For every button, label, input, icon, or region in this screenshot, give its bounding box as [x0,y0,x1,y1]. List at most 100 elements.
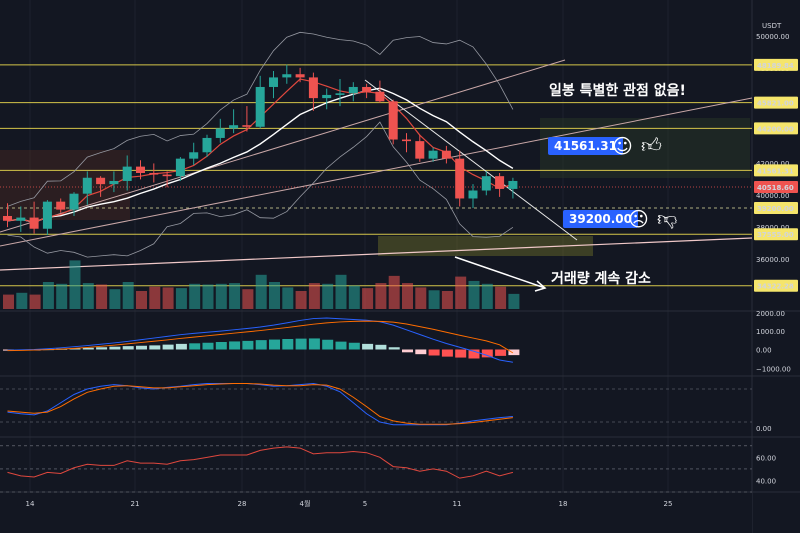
trendline-down [364,79,578,241]
volume-bar [415,287,427,309]
volume-bar [295,291,307,309]
stoch-k-line [7,382,513,426]
daily-note: 일봉 특별한 관점 없음! [549,83,686,99]
candle-body [69,193,79,210]
candle-body [455,158,465,199]
macd-histogram-bar [295,338,307,350]
volume-bar [388,275,400,309]
macd-line [7,317,513,363]
level-tag-bg [754,58,798,71]
volume-bar [3,294,14,309]
volume-bar [348,285,360,309]
macd-histogram-bar [82,347,94,350]
volume-bar [362,288,374,309]
macd-histogram-bar [189,343,201,350]
macd-axis-label: 1000.00 [756,328,785,336]
volume-bar [455,276,467,309]
volume-bar [42,282,54,309]
candle-body [308,77,318,99]
macd-histogram-bar [402,349,413,353]
macd-histogram-bar [495,349,507,356]
candle-body [29,217,39,229]
macd-histogram-bar [96,347,108,350]
volume-bar [441,291,453,309]
macd-histogram-bar [362,343,374,350]
trendline-upper [0,59,566,233]
candle-body [82,177,92,194]
time-axis-bg [0,493,752,533]
level-tag-label: 39200.00 [757,205,794,213]
time-tick-label: 25 [664,500,673,508]
level-tag-bg [754,202,798,215]
candle-body [402,139,411,142]
volume-arrow [454,256,546,289]
macd-histogram-bar [202,342,214,350]
macd-histogram-bar [508,349,520,356]
candle-body [322,94,332,99]
volume-bar [335,274,347,309]
volume-bar [269,282,280,309]
candle-body [348,86,358,94]
macd-axis-label: 0.00 [756,347,772,355]
candle-body [428,150,438,159]
candle-body [16,217,26,221]
bull-level-label: 41561.31 [548,137,624,155]
level-tag-bg [754,96,798,109]
volume-bar [16,292,28,309]
candle-body [508,180,518,189]
price-tick-label: 42000.00 [756,160,789,168]
candle-body [242,125,252,127]
macd-signal-line [7,320,514,354]
candle-body [56,201,66,210]
volume-bar [175,288,187,309]
volume-bar [308,283,320,309]
macd-histogram-bar [215,342,227,350]
bollinger-lower [7,121,514,258]
currency-label: USDT [762,22,782,30]
time-tick-label: 21 [131,500,140,508]
macd-histogram-bar [455,349,467,358]
level-tag-label: 48189.84 [757,62,794,70]
macd-axis-label: −1000.00 [756,365,791,373]
candle-body [42,201,52,229]
level-tag-label: 34322.28 [757,283,794,291]
macd-histogram-bar [441,349,453,357]
candle-body [495,176,505,189]
macd-histogram-bar [175,343,187,350]
price-tick-label: 40000.00 [756,192,789,200]
volume-bar [508,293,520,309]
macd-histogram-bar [255,340,267,350]
volume-bar [242,289,254,309]
price-tick-label: 36000.00 [756,256,789,264]
volume-bar [468,280,480,309]
macd-histogram-bar [162,344,174,350]
level-tag-bg [754,279,798,292]
time-tick-label: 18 [559,500,568,508]
candle-body [162,174,172,177]
candle-body [468,190,478,199]
time-tick-label: 14 [26,500,35,508]
candle-body [375,91,385,102]
level-tag-label: 37555.00 [757,231,794,239]
level-tag-bg [754,122,798,135]
macd-histogram-bar [415,349,427,355]
macd-axis-label: 2000.00 [756,310,785,318]
candle-body [388,101,398,140]
trendline-lower [0,237,753,271]
macd-histogram-bar [149,345,161,350]
candle-body [136,166,145,173]
macd-histogram-bar [388,347,400,350]
candle-body [189,152,199,159]
candle-body [362,86,372,92]
price-axis-bg [752,0,800,533]
candle-body [295,74,305,78]
time-tick-label: 4월 [300,499,311,508]
rsi-axis-label: 60.00 [756,454,776,462]
volume-bar [136,291,147,309]
candle-body [282,74,292,78]
bollinger-upper [7,31,514,207]
level-tag-bg [754,164,798,177]
volume-bar [322,283,334,309]
volume-bar [215,283,227,309]
macd-histogram-bar [348,342,360,350]
